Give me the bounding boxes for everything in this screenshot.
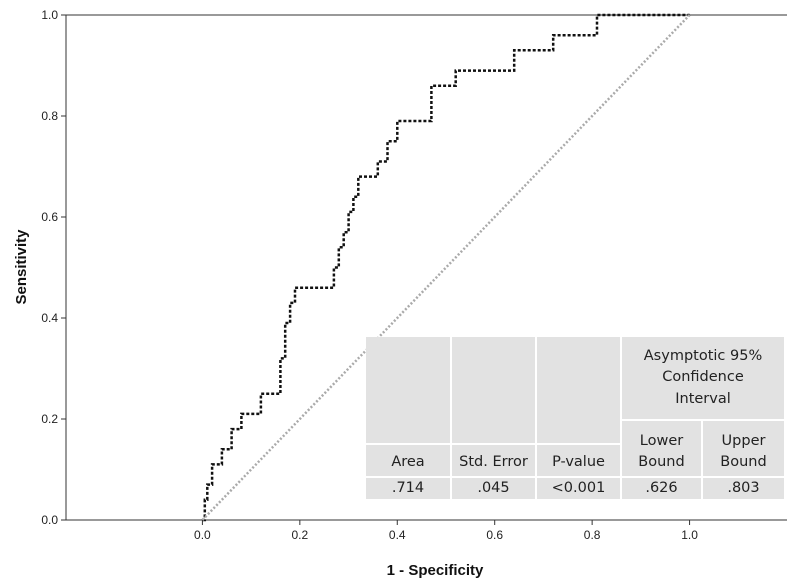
y-tick-label: 0.8 [41,109,58,123]
table-value-cell: .626 [622,478,701,499]
table-header-cell: P-value [537,445,620,476]
x-tick-label: 0.2 [291,528,308,542]
y-axis-title: Sensitivity [13,229,30,305]
table-header-blank [537,337,620,443]
column-header-std-error: Std. Error [459,453,528,470]
y-tick-label: 1.0 [41,8,58,22]
roc-statistics-table: Asymptotic 95% Confidence Interval Lower… [366,337,784,499]
p-value-value: <0.001 [551,480,606,496]
table-value-cell: <0.001 [537,478,620,499]
table-header-blank [366,337,450,443]
column-header-lower-bound: Lower Bound [638,432,685,470]
lower-bound-value: .626 [645,480,678,496]
table-value-cell: .045 [452,478,535,499]
y-tick-label: 0.4 [41,311,58,325]
table-value-cell: .803 [703,478,784,499]
y-tick-label: 0.0 [41,513,58,527]
table-header-cell: Std. Error [452,445,535,476]
x-tick-label: 0.0 [194,528,211,542]
axes [61,14,787,525]
upper-bound-value: .803 [727,480,760,496]
reference-line [201,14,691,521]
y-tick-label: 0.6 [41,210,58,224]
x-tick-label: 1.0 [681,528,698,542]
column-header-area: Area [391,453,425,470]
table-header-cell: Upper Bound [703,421,784,476]
table-header-blank [452,337,535,443]
x-tick-label: 0.8 [584,528,601,542]
column-header-p-value: P-value [552,453,605,470]
column-header-upper-bound: Upper Bound [720,432,767,470]
table-group-header: Asymptotic 95% Confidence Interval [622,337,784,419]
table-value-cell: .714 [366,478,450,499]
plot-lines [201,13,691,522]
y-tick-label: 0.2 [41,412,58,426]
roc-curve [202,13,690,522]
table-header-cell: Area [366,445,450,476]
table-header-cell: Lower Bound [622,421,701,476]
area-value: .714 [391,480,425,496]
std-error-value: .045 [477,480,510,496]
confidence-interval-header: Asymptotic 95% Confidence Interval [643,348,763,407]
axis-labels: 0.0 0.2 0.4 0.6 0.8 1.0 0.0 0.2 0.4 0.6 0.8 1.0 [41,8,698,542]
x-tick-label: 0.4 [389,528,406,542]
x-tick-label: 0.6 [486,528,503,542]
x-axis-title: 1 - Specificity [387,562,484,579]
